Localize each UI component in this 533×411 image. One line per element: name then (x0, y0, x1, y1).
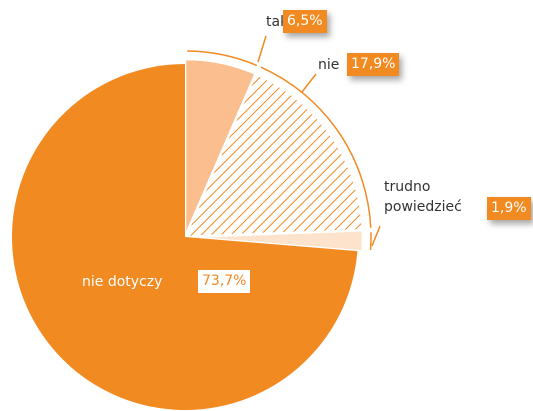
leader-line (301, 73, 317, 93)
leader-line (257, 35, 267, 63)
value-label: 17,9% (347, 53, 400, 76)
slice-label: trudno powiedzieć (384, 179, 462, 215)
leader-line (371, 225, 381, 247)
pie-slice (11, 64, 358, 410)
value-label: 6,5% (283, 10, 327, 33)
slice-label: tak (266, 14, 289, 30)
value-label: 73,7% (198, 270, 251, 293)
slice-label: nie dotyczy (82, 274, 163, 290)
pie-slice (183, 71, 365, 239)
pie-slice (184, 228, 365, 253)
slice-label: nie (318, 57, 340, 73)
slice-outer-arc (260, 66, 372, 228)
value-label: 1,9% (487, 197, 531, 220)
slice-outer-arc (187, 50, 258, 67)
